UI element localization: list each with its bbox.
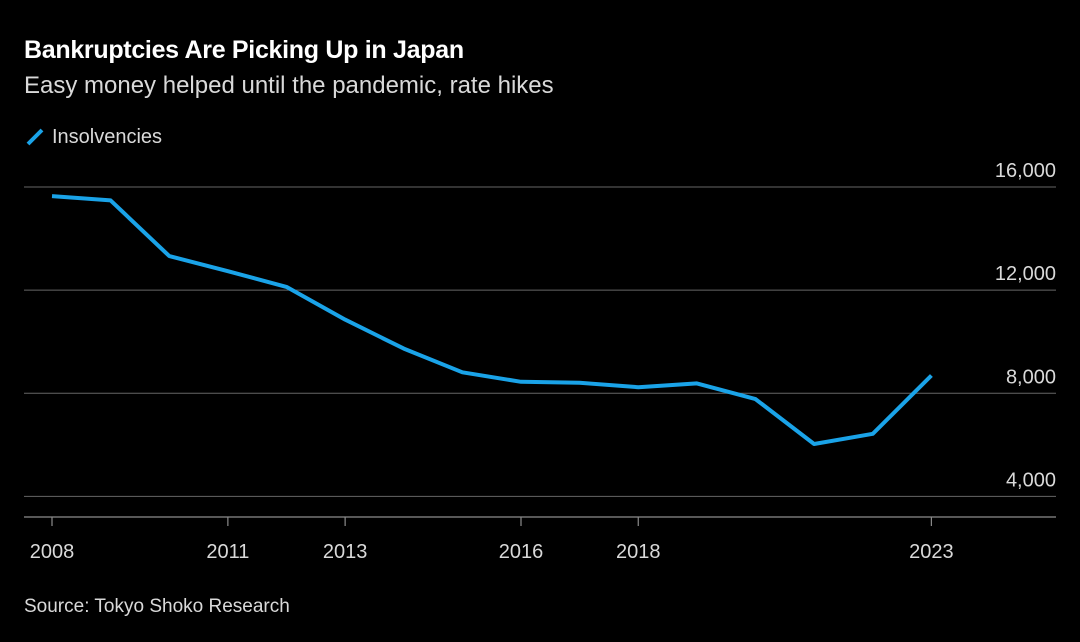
legend-label: Insolvencies [52, 125, 163, 148]
x-axis: 2008 2011 2013 2016 2018 2023 [24, 516, 1056, 563]
legend: Insolvencies [24, 124, 162, 150]
legend-line-icon [26, 128, 44, 146]
y-tick-label: 8,000 [1006, 366, 1056, 388]
x-tick-label: 2013 [323, 541, 368, 563]
series-line-insolvencies [51, 194, 933, 446]
y-tick-label: 4,000 [1006, 469, 1056, 491]
x-tick-label: 2016 [499, 541, 544, 563]
y-tick-labels: 4,000 8,000 12,000 16,000 [995, 160, 1056, 491]
x-tick-label: 2008 [30, 541, 75, 563]
gridlines [24, 186, 1056, 497]
y-tick-label: 16,000 [995, 160, 1056, 182]
y-tick-label: 12,000 [995, 263, 1056, 285]
x-tick-label: 2018 [616, 541, 661, 563]
series [51, 194, 933, 446]
chart-subtitle: Easy money helped until the pandemic, ra… [24, 72, 554, 99]
chart-title: Bankruptcies Are Picking Up in Japan [24, 36, 464, 64]
x-tick-label: 2023 [909, 541, 954, 563]
x-tick-label: 2011 [206, 541, 249, 563]
source-note: Source: Tokyo Shoko Research [24, 596, 290, 617]
